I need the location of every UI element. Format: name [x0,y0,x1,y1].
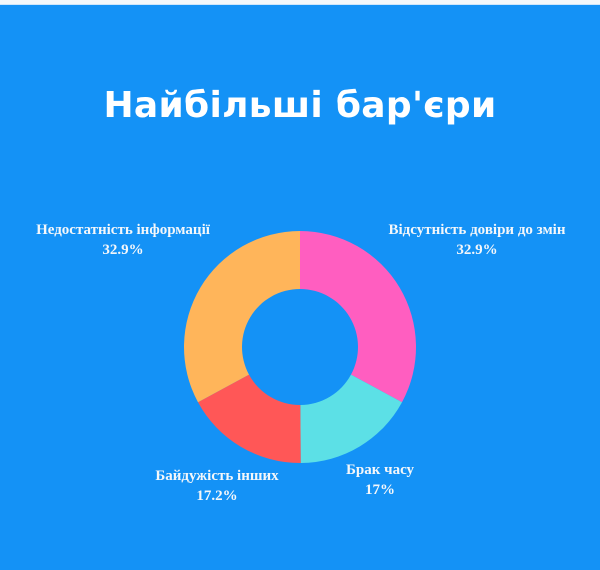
label-value: 32.9% [102,242,144,258]
label-category: Байдужість інших [155,468,279,484]
data-label-time: Брак часу 17% [346,460,414,500]
label-category: Брак часу [345,462,415,478]
label-value: 17.2% [196,488,238,504]
donut-slice [300,231,417,403]
chart-title: Найбільші бар'єри [103,85,497,126]
label-category: Недостатність інформації [36,222,210,238]
label-category: Відсутність довіри до змін [388,222,566,238]
data-label-indifference: Байдужість інших 17.2% [155,466,278,506]
top-cropped-strip [0,0,600,5]
label-value: 32.9% [456,242,498,258]
data-label-information: Недостатність інформації 32.9% [36,220,210,260]
donut-slice [183,231,300,403]
label-value: 17% [364,482,395,498]
donut-slice [300,374,403,463]
donut-slices [183,231,417,463]
data-label-trust: Відсутність довіри до змін 32.9% [388,220,565,260]
donut-slice [197,374,301,463]
